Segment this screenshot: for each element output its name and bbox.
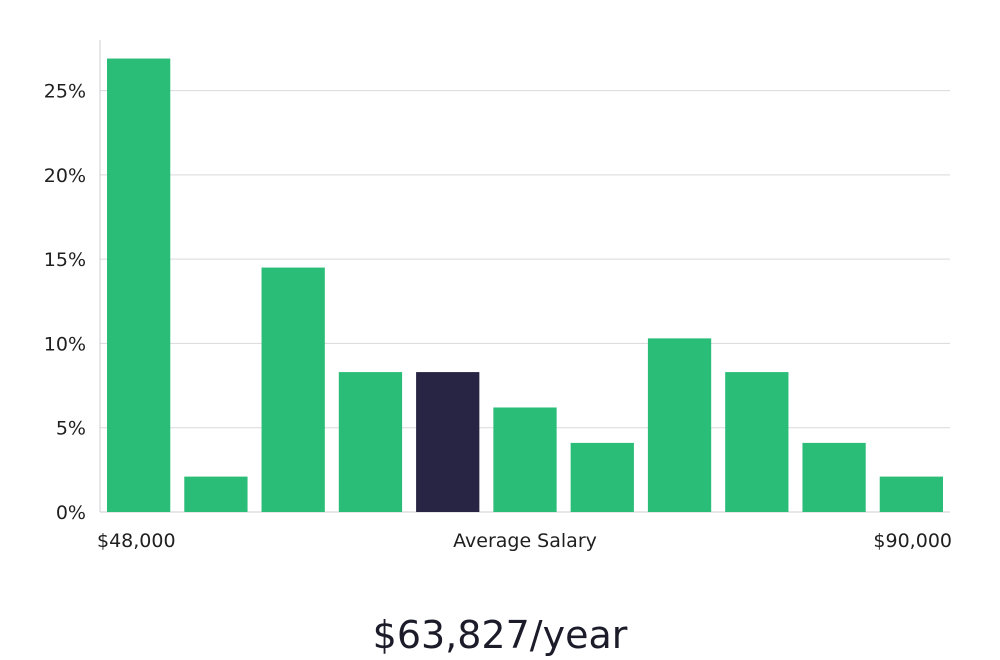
y-tick-label: 5% [56,418,86,440]
salary-bar [570,442,634,512]
salary-bar [879,476,943,512]
y-tick-label: 20% [44,165,86,187]
salary-bar [184,476,248,512]
x-average-label: Average Salary [453,530,597,552]
salary-bar [107,58,171,513]
y-tick-label: 0% [56,502,86,524]
salary-bar [725,372,789,512]
salary-bar [338,372,403,512]
y-axis-ticks: 0% 5% 10% 15% 20% 25% [44,81,86,524]
salary-bar [647,338,712,512]
bars [107,58,943,513]
y-tick-label: 25% [44,81,86,103]
average-salary-value: $63,827/year [373,613,628,657]
x-max-label: $90,000 [873,530,952,552]
salary-bar [261,267,325,512]
y-tick-label: 15% [44,249,86,271]
y-tick-label: 10% [44,333,86,355]
average-salary-bar [416,372,480,512]
salary-bar [802,442,866,512]
x-min-label: $48,000 [97,530,176,552]
salary-bar [493,407,557,512]
